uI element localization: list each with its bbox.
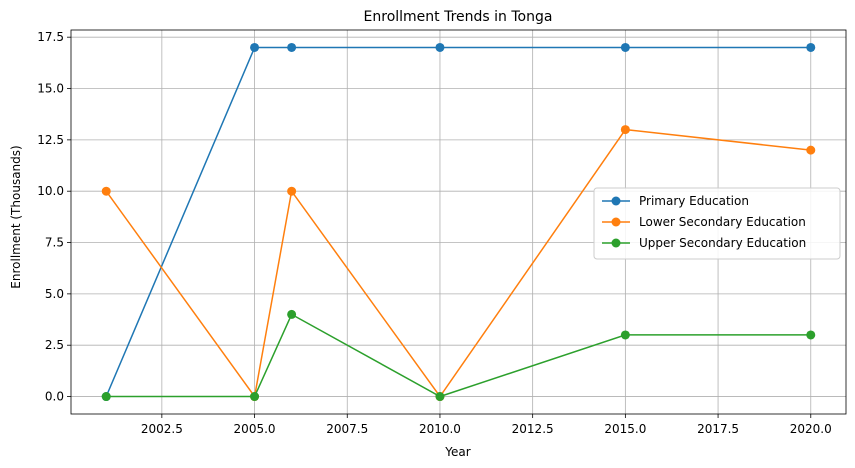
legend-label: Primary Education [639,194,749,208]
legend-label: Upper Secondary Education [639,236,806,250]
chart-title: Enrollment Trends in Tonga [364,9,553,25]
plot-frame [70,29,847,415]
ticks: 2002.5 2005.0 2007.5 2010.0 2012.5 2015.0 2017… [37,30,831,436]
series-1-point [620,42,630,52]
series-1-line [105,46,811,397]
y-tick-label: 17.5 [37,30,64,44]
y-tick-label: 10.0 [37,184,64,198]
legend-label: Lower Secondary Education [639,215,806,229]
legend-marker [611,217,621,227]
y-tick-label: 15.0 [37,82,64,96]
x-axis-title: Year [444,445,470,459]
x-tick-label: 2012.5 [512,422,554,436]
series-3-point [287,309,297,319]
series-2 [101,125,816,402]
series-3-line [106,313,811,398]
series-2-line [105,128,811,399]
y-tick-label: 12.5 [37,133,64,147]
legend-item: Upper Secondary Education [602,236,806,250]
series-3-point [435,392,445,402]
series-1-point [435,42,445,52]
x-tick-label: 2002.5 [141,422,183,436]
x-tick-label: 2015.0 [604,422,646,436]
series-3-point [101,392,111,402]
y-tick-label: 5.0 [45,287,64,301]
x-tick-label: 2007.5 [326,422,368,436]
y-axis-title: Enrollment (Thousands) [9,145,23,288]
legend: Primary Education Lower Secondary Educati… [593,187,841,260]
series-1-point [806,42,816,52]
legend-item: Primary Education [602,194,749,208]
series-1-point [250,42,260,52]
series-layer [101,42,816,402]
x-tick-label: 2010.0 [419,422,461,436]
series-2-point [806,145,816,155]
y-tick-label: 0.0 [45,390,64,404]
y-tick-label: 7.5 [45,236,64,250]
legend-item: Lower Secondary Education [602,215,806,229]
series-2-point [287,186,297,196]
legend-marker [611,196,621,206]
x-tick-label: 2020.0 [790,422,832,436]
y-tick-label: 2.5 [45,338,64,352]
series-2-point [101,186,111,196]
x-tick-label: 2017.5 [697,422,739,436]
series-3 [101,309,816,402]
series-3-point [250,392,260,402]
legend-marker [611,238,621,248]
x-tick-label: 2005.0 [234,422,276,436]
series-3-point [620,330,630,340]
legend-box [593,187,841,260]
series-1-point [287,42,297,52]
series-2-point [620,125,630,135]
series-3-point [806,330,816,340]
